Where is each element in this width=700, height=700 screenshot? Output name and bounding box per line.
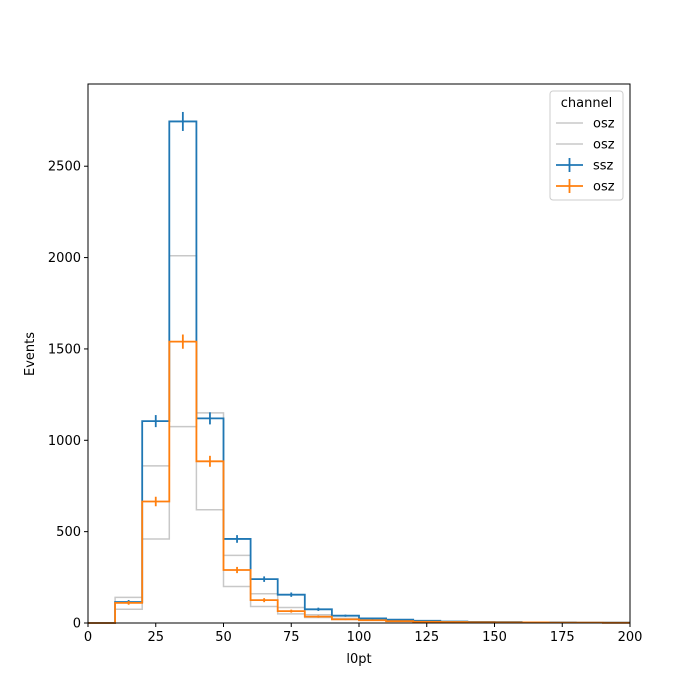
x-tick-label: 0 bbox=[84, 630, 92, 645]
x-tick-label: 25 bbox=[147, 630, 164, 645]
x-axis: 0 25 50 75 100 125 150 175 200 bbox=[84, 623, 643, 645]
x-tick-label: 100 bbox=[347, 630, 372, 645]
y-axis-label: Events bbox=[23, 332, 38, 376]
x-axis-label: l0pt bbox=[346, 652, 371, 667]
legend-label: osz bbox=[593, 117, 615, 132]
y-axis: 0 500 1000 1500 2000 2500 bbox=[48, 160, 88, 632]
y-tick-label: 2000 bbox=[48, 251, 81, 266]
x-tick-label: 175 bbox=[550, 630, 575, 645]
legend-box bbox=[549, 90, 624, 201]
y-tick-label: 1000 bbox=[48, 434, 81, 449]
series-step-line bbox=[88, 340, 630, 624]
legend-title: channel bbox=[561, 96, 612, 111]
x-tick-label: 125 bbox=[414, 630, 439, 645]
y-tick-label: 2500 bbox=[48, 160, 81, 175]
legend-item: osz bbox=[556, 117, 615, 132]
legend-item: osz bbox=[556, 179, 615, 195]
legend-label: osz bbox=[593, 180, 615, 195]
y-tick-label: 500 bbox=[56, 525, 81, 540]
x-tick-label: 75 bbox=[283, 630, 300, 645]
legend-label: osz bbox=[593, 138, 615, 153]
x-tick-label: 50 bbox=[215, 630, 232, 645]
x-tick-label: 200 bbox=[618, 630, 643, 645]
series-osz-3 bbox=[88, 334, 630, 624]
x-tick-label: 150 bbox=[482, 630, 507, 645]
legend-label: ssz bbox=[593, 159, 614, 174]
legend-item: ssz bbox=[556, 158, 614, 174]
legend-items: osz osz ssz osz bbox=[556, 117, 615, 195]
y-tick-label: 0 bbox=[73, 617, 81, 632]
y-tick-label: 1500 bbox=[48, 342, 81, 357]
legend: channel osz osz ssz osz bbox=[549, 90, 624, 201]
legend-item: osz bbox=[556, 138, 615, 153]
plot-series bbox=[88, 111, 630, 624]
